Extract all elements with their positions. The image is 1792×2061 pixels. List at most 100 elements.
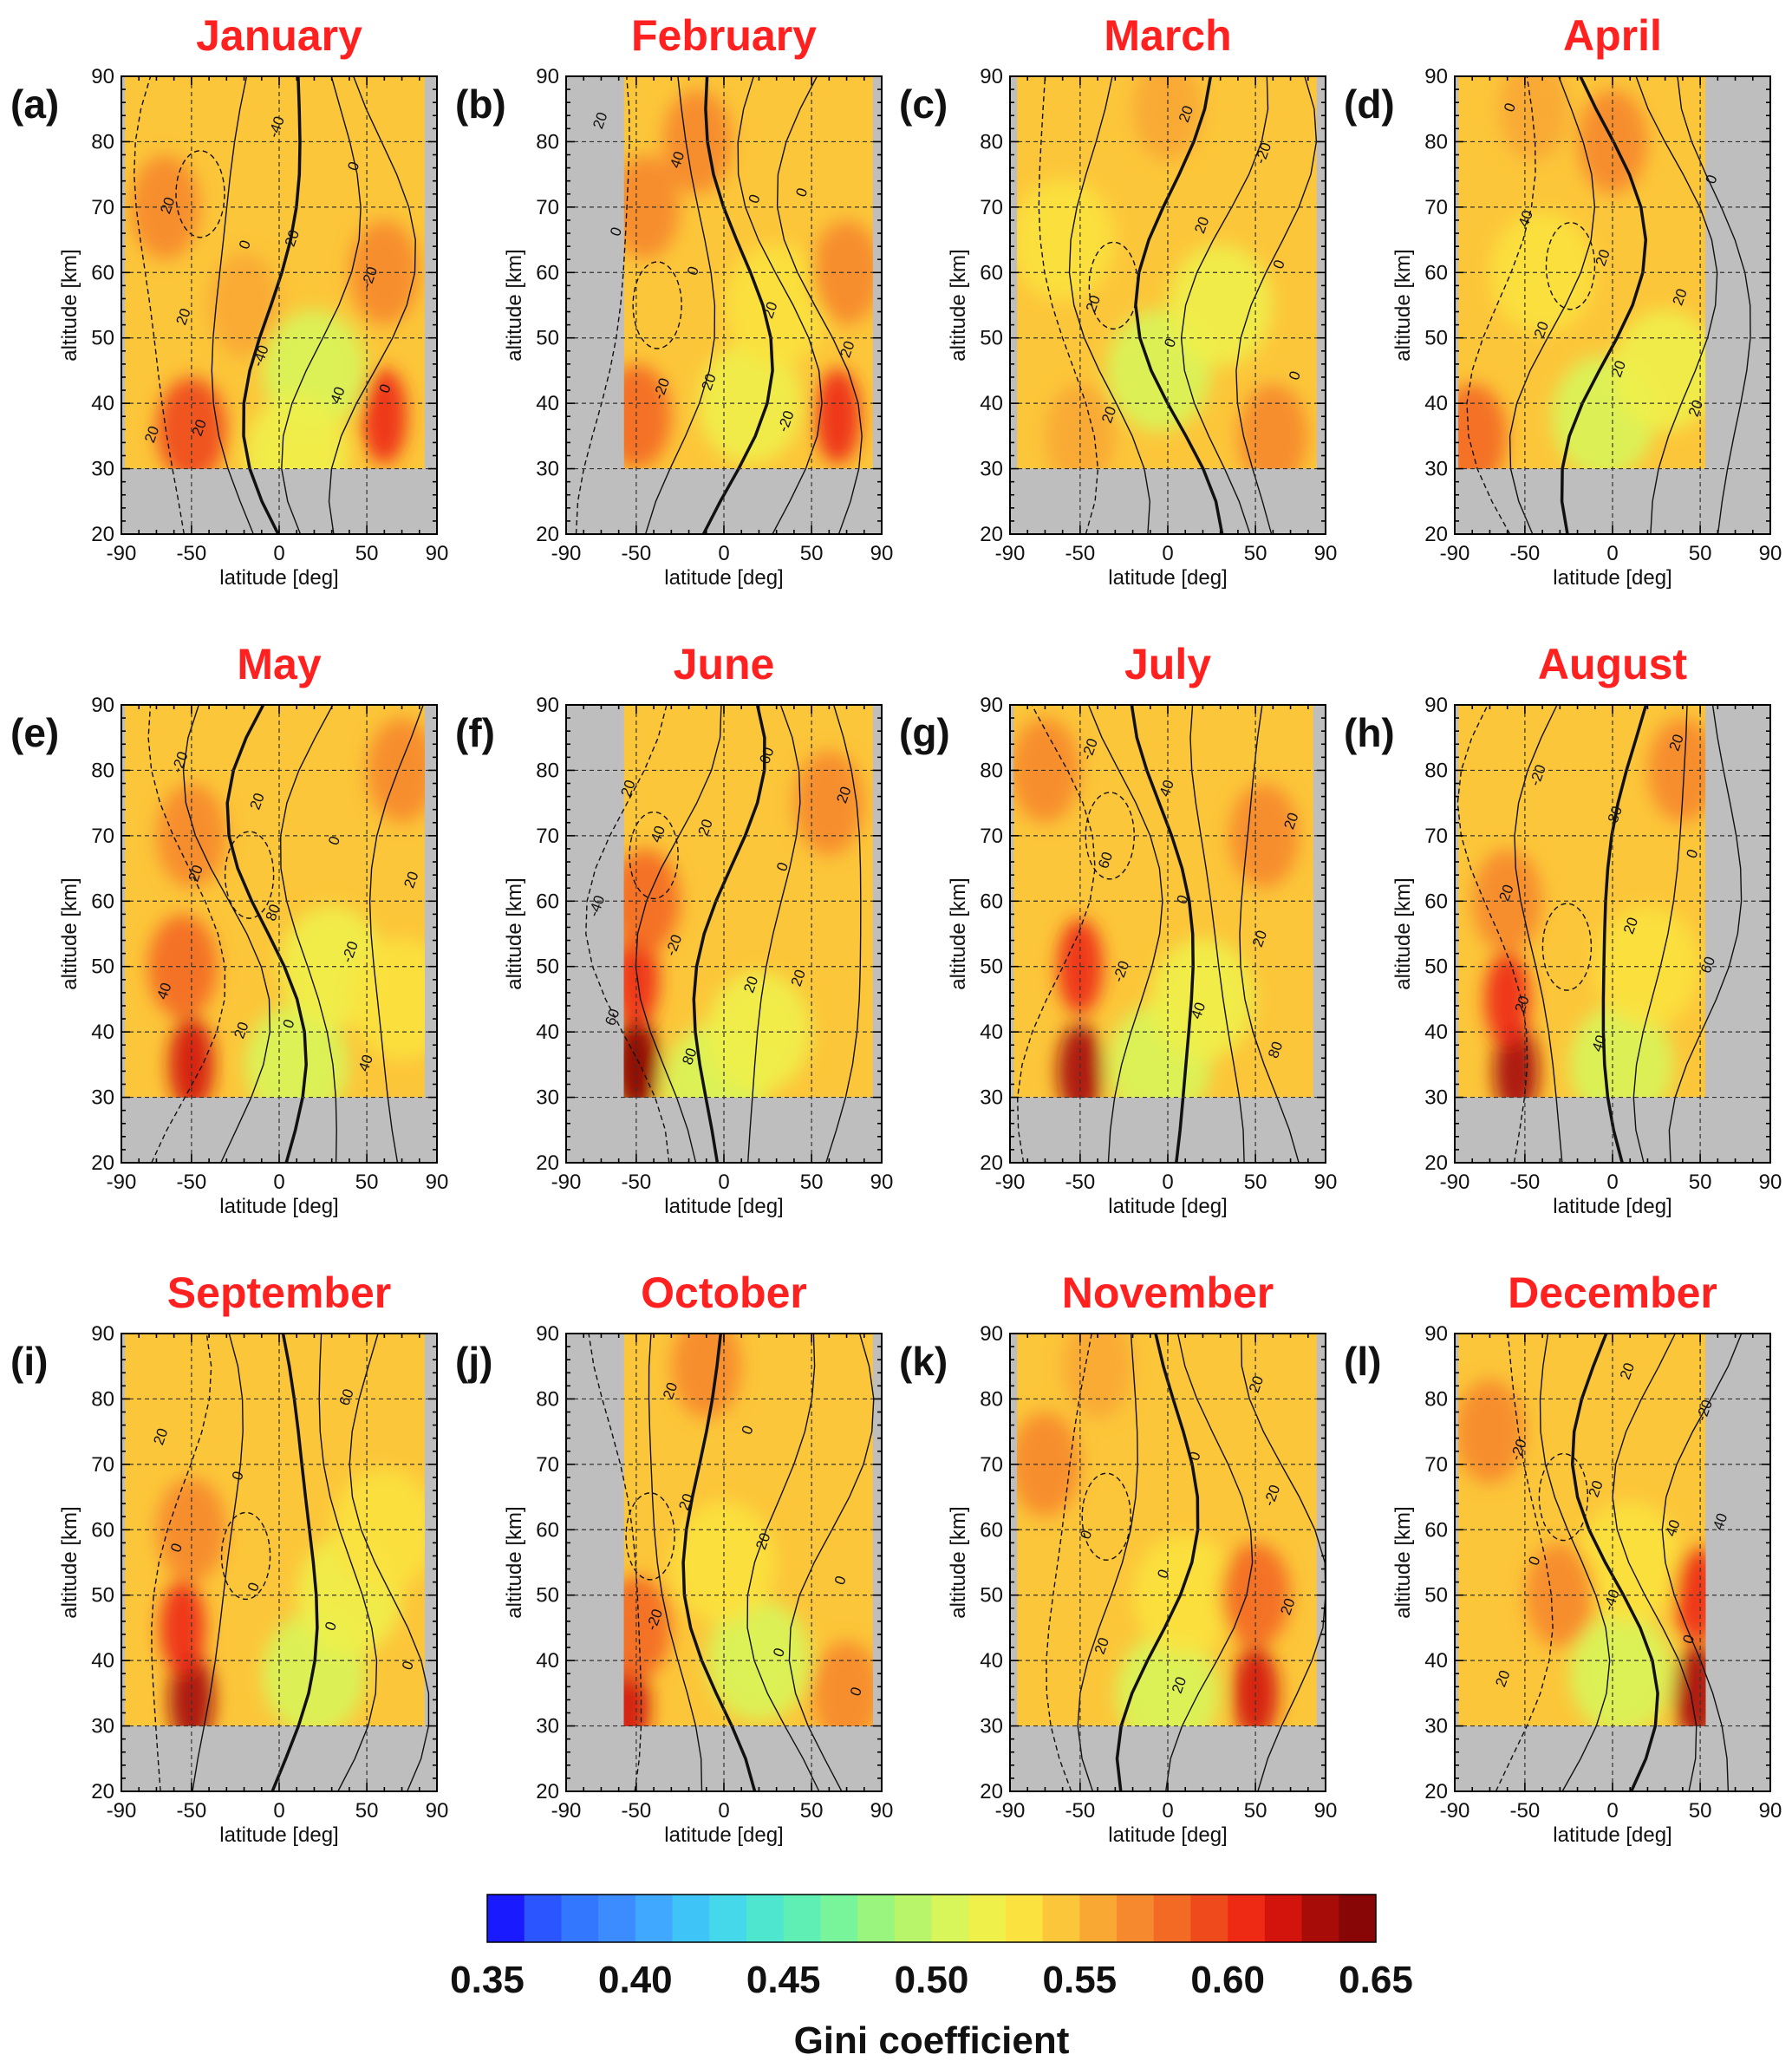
y-tick-label: 80 xyxy=(980,130,1003,153)
y-tick-label: 30 xyxy=(91,458,114,481)
colorbar-segment xyxy=(524,1895,562,1942)
colorbar-segment xyxy=(1339,1895,1377,1942)
heatmap-cool-zone xyxy=(1017,179,1115,301)
heatmap-hot-zone xyxy=(130,154,200,259)
contour-line xyxy=(788,1333,875,1792)
y-tick-label: 20 xyxy=(1424,523,1448,546)
contour-closed-line xyxy=(632,261,682,349)
y-tick-label: 60 xyxy=(980,890,1003,913)
y-tick-label: 70 xyxy=(980,196,1003,219)
colorbar: 0.35 0.40 0.45 0.50 0.55 0.60 0.65 Gini coeffic… xyxy=(450,1894,1413,2061)
x-tick-label: -90 xyxy=(107,542,137,565)
colorbar-tick-label: 0.60 xyxy=(1190,1959,1265,2001)
y-tick-label: 30 xyxy=(1424,1715,1448,1738)
contour-line xyxy=(1077,1333,1138,1792)
y-tick-label: 70 xyxy=(536,196,559,219)
contours xyxy=(1466,75,1751,535)
x-tick-label: -50 xyxy=(177,542,207,565)
panel-letter: (l) xyxy=(1344,1339,1381,1384)
colorbar-segment xyxy=(598,1895,636,1942)
x-tick-label: 0 xyxy=(1606,1171,1618,1194)
heatmap-hot-zone xyxy=(1458,1379,1525,1484)
panel-title: June xyxy=(674,640,775,688)
contour-line xyxy=(192,1333,244,1792)
y-tick-label: 30 xyxy=(1424,458,1448,481)
colorbar-segment xyxy=(1301,1895,1339,1942)
heatmap-cool-zone xyxy=(707,1600,811,1722)
y-tick-label: 30 xyxy=(980,1715,1003,1738)
y-tick-label: 30 xyxy=(536,1715,559,1738)
y-tick-label: 40 xyxy=(91,1021,114,1044)
contour-line xyxy=(1235,75,1318,535)
y-tick-label: 80 xyxy=(91,759,114,782)
x-axis-label: latitude [deg] xyxy=(1108,1823,1227,1847)
contour-line xyxy=(147,704,226,1164)
heatmap-hot-zone xyxy=(1499,76,1568,161)
y-tick-label: 70 xyxy=(1424,825,1448,848)
y-tick-label: 20 xyxy=(91,1151,114,1175)
zero-contour xyxy=(692,704,766,1164)
grid xyxy=(1455,705,1770,1163)
contour-line xyxy=(182,704,271,1164)
colorbar-segment xyxy=(1153,1895,1191,1942)
y-tick-label: 40 xyxy=(980,1021,1003,1044)
x-tick-label: -50 xyxy=(622,1171,652,1194)
y-tick-label: 50 xyxy=(1424,1584,1448,1608)
y-tick-label: 80 xyxy=(91,1387,114,1411)
contour-closed-line xyxy=(1081,1472,1131,1561)
x-tick-label: -90 xyxy=(551,542,582,565)
grid xyxy=(121,76,437,534)
panel-title: November xyxy=(1062,1269,1274,1317)
y-axis-label: altitude [km] xyxy=(947,877,970,989)
contour-line xyxy=(635,704,722,1164)
y-tick-label: 30 xyxy=(536,458,559,481)
contour-line xyxy=(1087,704,1163,1164)
colorbar-segment xyxy=(1079,1895,1118,1942)
x-tick-label: 90 xyxy=(1314,542,1338,565)
y-tick-label: 30 xyxy=(91,1715,114,1738)
heatmap-hot-zone xyxy=(811,1640,873,1726)
panel-letter: (c) xyxy=(899,82,948,127)
x-axis-label: latitude [deg] xyxy=(219,1823,338,1847)
grid xyxy=(1010,1334,1326,1791)
x-tick-label: 90 xyxy=(426,1171,449,1194)
contours xyxy=(585,704,862,1164)
y-tick-label: 20 xyxy=(91,523,114,546)
heatmap-hot-zone xyxy=(156,783,226,888)
x-tick-label: -50 xyxy=(1065,542,1096,565)
y-axis-label: altitude [km] xyxy=(58,249,81,361)
y-tick-label: 80 xyxy=(91,130,114,153)
contour-line xyxy=(575,75,630,535)
zero-contour xyxy=(225,704,308,1164)
contour-line xyxy=(1612,1333,1698,1792)
y-tick-label: 40 xyxy=(536,1021,559,1044)
contour-line xyxy=(1632,704,1688,1164)
grid xyxy=(1455,1334,1770,1791)
grid xyxy=(1010,76,1326,534)
y-tick-label: 40 xyxy=(91,1649,114,1673)
y-tick-label: 50 xyxy=(980,955,1003,979)
contours xyxy=(151,1333,430,1792)
tick-marks xyxy=(565,704,883,1164)
y-tick-label: 60 xyxy=(536,890,559,913)
y-tick-label: 40 xyxy=(980,1649,1003,1673)
zero-contour xyxy=(270,1333,319,1792)
grid xyxy=(1455,76,1770,534)
contour-line xyxy=(1509,75,1596,535)
y-tick-label: 30 xyxy=(91,1086,114,1110)
y-axis-label: altitude [km] xyxy=(1391,249,1415,361)
y-tick-label: 30 xyxy=(980,1086,1003,1110)
heatmap-field xyxy=(1458,705,1706,1098)
y-tick-label: 20 xyxy=(536,523,559,546)
colorbar-frame xyxy=(486,1894,1377,1943)
x-axis-label: latitude [deg] xyxy=(664,1823,783,1847)
panel-title: February xyxy=(631,11,817,60)
y-tick-label: 40 xyxy=(1424,1649,1448,1673)
colorbar-segment xyxy=(931,1895,969,1942)
x-tick-label: -50 xyxy=(1510,542,1541,565)
